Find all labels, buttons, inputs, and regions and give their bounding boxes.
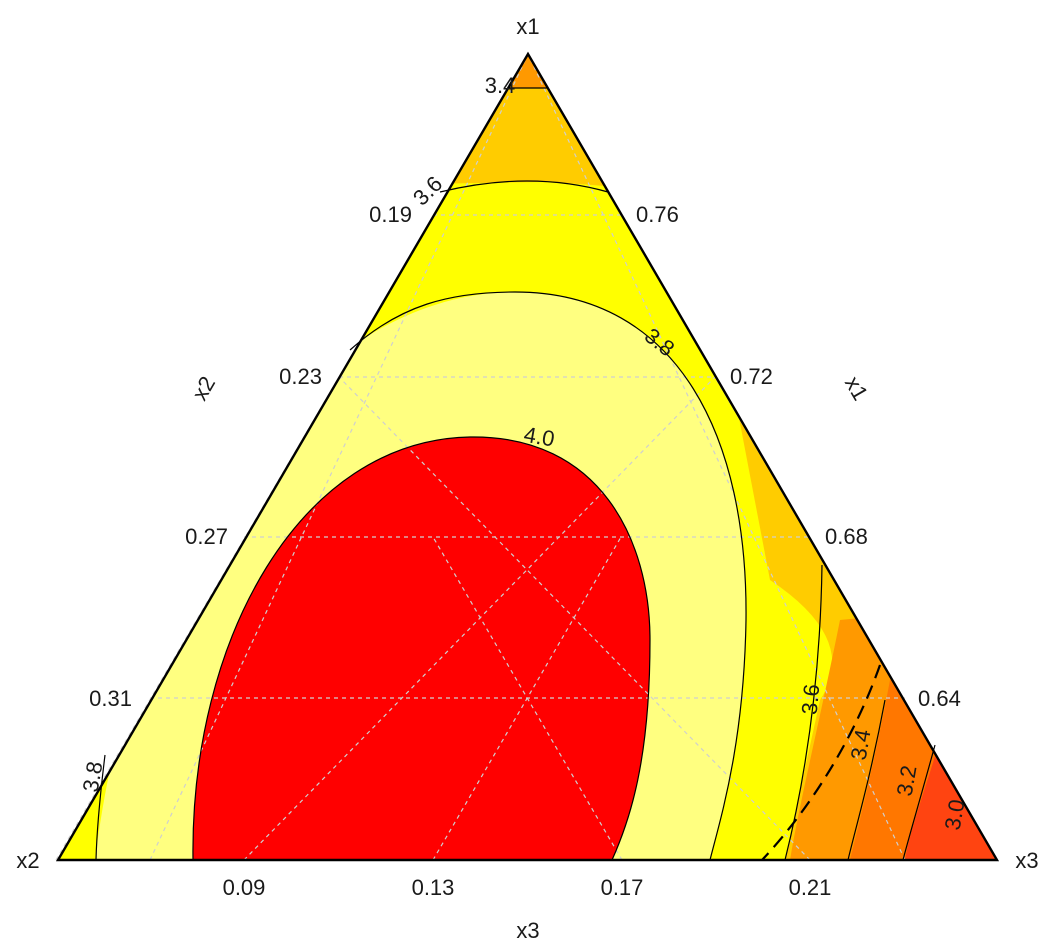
contour-label: 3.4 (485, 73, 516, 98)
tick-label-x1: 0.64 (918, 686, 961, 711)
vertex-label-left: x2 (16, 848, 39, 873)
tick-label-x3: 0.09 (223, 875, 266, 900)
tick-label-x2: 0.19 (369, 202, 412, 227)
contour-label: 3.8 (78, 759, 108, 793)
tick-label-x1: 0.76 (636, 202, 679, 227)
axis-title-bottom: x3 (516, 918, 539, 943)
contour-label: 3.2 (892, 763, 922, 797)
contour-lines (95, 87, 936, 861)
contour-label: 3.4 (846, 727, 876, 761)
vertex-label-right: x3 (1015, 848, 1038, 873)
contour-3.0-right (902, 744, 936, 861)
region-above-4.0 (192, 436, 651, 860)
triangle-outline (55, 51, 1000, 862)
contour-label: 3.0 (940, 797, 970, 831)
contour-3.8-corner (95, 754, 106, 861)
contour-3.2-right (847, 699, 886, 861)
contour-label: 4.0 (522, 422, 556, 452)
vertex-label-top: x1 (516, 14, 539, 39)
tick-label-x2: 0.27 (185, 524, 228, 549)
tick-label-x3: 0.17 (601, 875, 644, 900)
tick-label-x3: 0.13 (412, 875, 455, 900)
tick-label-x2: 0.23 (279, 364, 322, 389)
axis-title-right: x1 (840, 372, 873, 405)
tick-labels-x3: 0.09 0.13 0.17 0.21 (223, 875, 832, 900)
axis-title-left: x2 (187, 372, 220, 405)
tick-labels-x1: 0.76 0.72 0.68 0.64 (636, 202, 961, 711)
contour-3.4-right (761, 664, 882, 861)
tick-label-x2: 0.31 (89, 686, 132, 711)
grid-line (338, 376, 811, 861)
contour-3.6-top (439, 180, 609, 193)
tick-labels-x2: 0.19 0.23 0.27 0.31 (89, 202, 412, 711)
contour-4.0 (192, 436, 651, 861)
grid-line (243, 376, 716, 861)
tick-label-x1: 0.68 (825, 524, 868, 549)
contour-3.6-right (784, 564, 823, 861)
tick-label-x3: 0.21 (789, 875, 832, 900)
contour-3.8-main (349, 291, 747, 861)
contour-label: 3.6 (797, 683, 825, 716)
tick-label-x1: 0.72 (730, 364, 773, 389)
